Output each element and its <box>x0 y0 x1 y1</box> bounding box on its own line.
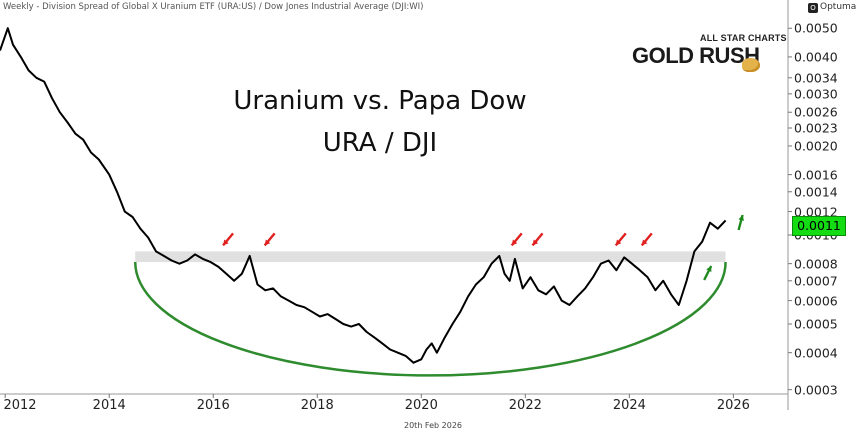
red-arrow-icon <box>263 232 276 247</box>
y-tick-label: 0.0003 <box>794 382 838 398</box>
x-tick-label: 2018 <box>300 398 334 413</box>
red-arrow-icon <box>531 232 544 247</box>
red-arrow-icon-head <box>264 239 271 246</box>
x-tick-label: 2020 <box>404 398 438 413</box>
x-tick-label: 2024 <box>612 398 646 413</box>
green-arrow-icon <box>737 214 745 231</box>
axis-layer <box>0 0 792 410</box>
y-tick-label: 0.0007 <box>794 273 838 289</box>
chart-title: Uranium vs. Papa Dow <box>233 86 527 116</box>
resistance-zone-layer <box>135 251 726 263</box>
cup-arc <box>133 262 727 377</box>
optuma-logo-icon: O <box>808 3 818 13</box>
y-tick-label: 0.0012 <box>794 204 838 220</box>
y-tick-label: 0.0040 <box>794 49 838 65</box>
red-arrow-icon <box>614 232 627 247</box>
red-arrow-icon-head <box>532 239 539 246</box>
logo-big-text: GOLD RUSH <box>632 43 760 68</box>
red-arrow-icon-head <box>511 239 518 246</box>
resistance-zone <box>135 251 726 263</box>
price-line-layer <box>0 27 727 364</box>
red-arrow-icon-head <box>223 239 229 246</box>
series-line <box>0 27 727 364</box>
brand-label: Optuma <box>820 2 857 12</box>
red-arrow-icon <box>222 232 234 247</box>
y-tick-label: 0.0026 <box>794 104 838 120</box>
y-tick-label: 0.0006 <box>794 293 838 309</box>
y-tick-label: 0.0020 <box>794 138 838 154</box>
red-arrow-icon <box>640 232 653 247</box>
x-tick-label: 2022 <box>508 398 542 413</box>
chart-description: Weekly - Division Spread of Global X Ura… <box>3 2 424 12</box>
optuma-brand: O Optuma <box>808 2 856 13</box>
y-tick-label: 0.0014 <box>794 184 838 200</box>
green-arrow-icon-head <box>706 266 712 272</box>
x-tick-label: 2012 <box>3 398 37 413</box>
red-arrow-icon-head <box>615 239 622 246</box>
y-tick-label: 0.0016 <box>794 167 838 183</box>
y-tick-label: 0.0034 <box>794 70 838 86</box>
logo-small-text: ALL STAR CHARTS <box>700 33 787 43</box>
chart-subtitle: URA / DJI <box>322 128 438 158</box>
y-tick-label: 0.0030 <box>794 86 838 102</box>
y-tick-label: 0.0023 <box>794 120 838 136</box>
y-tick-label: 0.0004 <box>794 345 838 361</box>
arrow-layer <box>222 214 745 281</box>
y-tick-label: 0.0050 <box>794 20 838 36</box>
y-tick-label: 0.0005 <box>794 316 838 332</box>
last-value-badge: 0.0011 <box>792 216 846 236</box>
green-arrow-icon <box>703 265 713 281</box>
x-tick-label: 2016 <box>196 398 230 413</box>
y-tick-label: 0.0008 <box>794 256 838 272</box>
x-tick-label: 2026 <box>716 398 750 413</box>
green-arrow-icon-head <box>738 215 745 221</box>
footer-date: 20th Feb 2026 <box>404 421 462 430</box>
red-arrow-icon-head <box>641 239 648 246</box>
red-arrow-icon <box>510 232 523 247</box>
cup-arc-layer <box>133 262 727 377</box>
gold-nugget-icon <box>742 58 760 72</box>
x-tick-label: 2014 <box>92 398 126 413</box>
